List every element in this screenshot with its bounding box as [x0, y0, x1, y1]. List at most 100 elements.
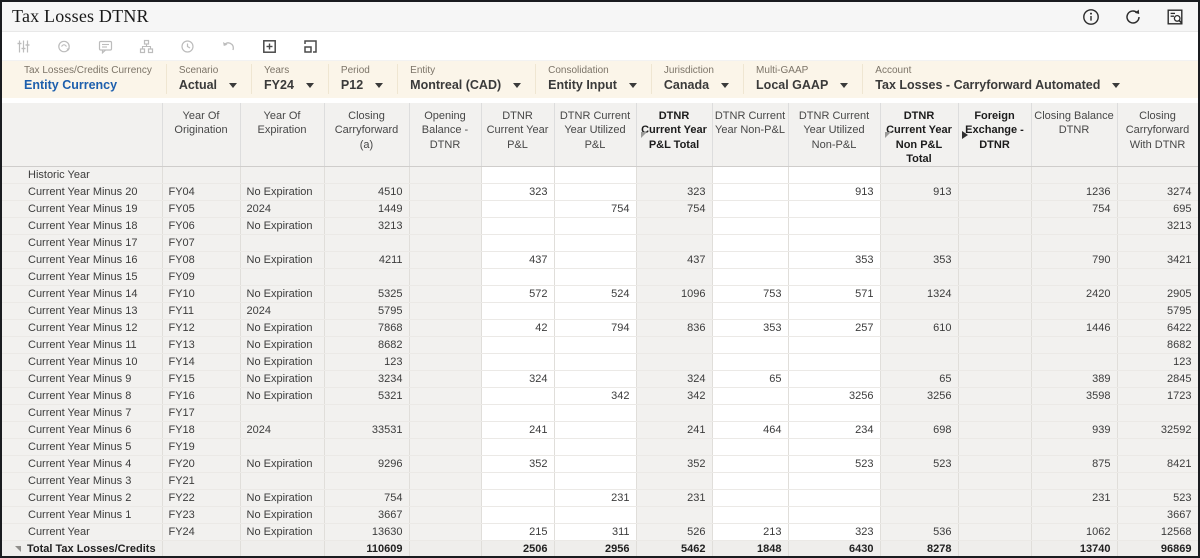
- row-header[interactable]: Current Year Minus 5: [2, 438, 163, 457]
- cell-dtnr_current_year_non_pl[interactable]: [712, 251, 789, 270]
- cell-dtnr_current_year_utilized_non_pl[interactable]: 234: [788, 421, 881, 440]
- cell-dtnr_current_year_utilized_non_pl[interactable]: [788, 166, 881, 185]
- cell-dtnr_current_year_utilized_pl[interactable]: 794: [554, 319, 637, 338]
- cell-dtnr_current_year_utilized_pl[interactable]: 524: [554, 285, 637, 304]
- pov-currency[interactable]: Tax Losses/Credits Currency Entity Curren…: [12, 64, 166, 94]
- row-header[interactable]: Current Year Minus 10: [2, 353, 163, 372]
- cell-dtnr_current_year_utilized_pl[interactable]: [554, 268, 637, 287]
- cell-dtnr_current_year_utilized_non_pl[interactable]: 523: [788, 455, 881, 474]
- cell-dtnr_current_year_utilized_pl[interactable]: [554, 336, 637, 355]
- col-header-foreign_exchange_dtnr[interactable]: Foreign Exchange - DTNR: [958, 103, 1032, 168]
- cell-dtnr_current_year_utilized_pl[interactable]: [554, 455, 637, 474]
- cell-dtnr_current_year_non_pl[interactable]: [712, 217, 789, 236]
- row-header[interactable]: Current Year: [2, 523, 163, 542]
- cell-dtnr_current_year_utilized_pl[interactable]: [554, 438, 637, 457]
- pov-multi_gaap[interactable]: Multi-GAAP Local GAAP: [743, 64, 862, 94]
- row-header[interactable]: Historic Year: [2, 166, 163, 185]
- row-header[interactable]: Current Year Minus 9: [2, 370, 163, 389]
- row-header[interactable]: Current Year Minus 8: [2, 387, 163, 406]
- pov-jurisdiction[interactable]: Jurisdiction Canada: [650, 64, 743, 94]
- cell-dtnr_current_year_utilized_non_pl[interactable]: 571: [788, 285, 881, 304]
- cell-dtnr_current_year_utilized_pl[interactable]: 231: [554, 489, 637, 508]
- cell-dtnr_current_year_utilized_pl[interactable]: [554, 217, 637, 236]
- cell-dtnr_current_year_utilized_non_pl[interactable]: [788, 370, 881, 389]
- cell-dtnr_current_year_non_pl[interactable]: 65: [712, 370, 789, 389]
- cell-dtnr_current_year_pl[interactable]: [481, 438, 555, 457]
- cell-dtnr_current_year_non_pl[interactable]: [712, 166, 789, 185]
- row-header[interactable]: Current Year Minus 11: [2, 336, 163, 355]
- expand-icon[interactable]: [961, 130, 968, 139]
- cell-dtnr_current_year_pl[interactable]: [481, 506, 555, 525]
- cell-dtnr_current_year_utilized_pl[interactable]: 342: [554, 387, 637, 406]
- cell-dtnr_current_year_non_pl[interactable]: [712, 438, 789, 457]
- cell-dtnr_current_year_utilized_pl[interactable]: [554, 183, 637, 202]
- cell-dtnr_current_year_pl[interactable]: 215: [481, 523, 555, 542]
- cell-dtnr_current_year_non_pl[interactable]: [712, 506, 789, 525]
- cell-dtnr_current_year_pl[interactable]: [481, 234, 555, 253]
- cell-dtnr_current_year_non_pl[interactable]: [712, 200, 789, 219]
- cell-dtnr_current_year_utilized_non_pl[interactable]: 353: [788, 251, 881, 270]
- cell-dtnr_current_year_non_pl[interactable]: 353: [712, 319, 789, 338]
- cell-dtnr_current_year_utilized_pl[interactable]: [554, 404, 637, 423]
- info-icon[interactable]: [1082, 8, 1100, 26]
- cell-dtnr_current_year_pl[interactable]: [481, 268, 555, 287]
- cell-dtnr_current_year_non_pl[interactable]: [712, 234, 789, 253]
- row-header[interactable]: Current Year Minus 17: [2, 234, 163, 253]
- cell-dtnr_current_year_utilized_non_pl[interactable]: 3256: [788, 387, 881, 406]
- cell-dtnr_current_year_utilized_non_pl[interactable]: [788, 302, 881, 321]
- cell-dtnr_current_year_pl[interactable]: [481, 387, 555, 406]
- row-header[interactable]: Current Year Minus 7: [2, 404, 163, 423]
- row-header[interactable]: Current Year Minus 15: [2, 268, 163, 287]
- col-header-dtnr_current_year_pl_total[interactable]: DTNR Current Year P&L Total: [636, 103, 713, 168]
- cell-dtnr_current_year_utilized_non_pl[interactable]: [788, 200, 881, 219]
- cell-dtnr_current_year_non_pl[interactable]: [712, 472, 789, 491]
- cell-dtnr_current_year_pl[interactable]: 572: [481, 285, 555, 304]
- expand-grid-icon[interactable]: [262, 39, 277, 54]
- row-header[interactable]: Current Year Minus 2: [2, 489, 163, 508]
- cell-dtnr_current_year_utilized_non_pl[interactable]: [788, 404, 881, 423]
- cell-dtnr_current_year_utilized_pl[interactable]: [554, 421, 637, 440]
- cell-dtnr_current_year_utilized_pl[interactable]: 311: [554, 523, 637, 542]
- row-header[interactable]: Current Year Minus 16: [2, 251, 163, 270]
- cell-dtnr_current_year_utilized_pl[interactable]: [554, 370, 637, 389]
- data-inspect-icon[interactable]: [1166, 8, 1184, 26]
- collapse-icon[interactable]: [640, 131, 647, 138]
- cell-dtnr_current_year_non_pl[interactable]: [712, 455, 789, 474]
- col-header-dtnr_current_year_non_pl_total[interactable]: DTNR Current Year Non P&L Total: [880, 103, 959, 168]
- collapse-icon[interactable]: [884, 131, 891, 138]
- cell-dtnr_current_year_pl[interactable]: [481, 404, 555, 423]
- cell-dtnr_current_year_utilized_pl[interactable]: [554, 302, 637, 321]
- cell-dtnr_current_year_non_pl[interactable]: [712, 268, 789, 287]
- cell-dtnr_current_year_non_pl[interactable]: 464: [712, 421, 789, 440]
- cell-dtnr_current_year_pl[interactable]: 437: [481, 251, 555, 270]
- cell-dtnr_current_year_non_pl[interactable]: 213: [712, 523, 789, 542]
- refresh-icon[interactable]: [1124, 8, 1142, 26]
- cell-dtnr_current_year_pl[interactable]: 352: [481, 455, 555, 474]
- cell-dtnr_current_year_utilized_pl[interactable]: [554, 251, 637, 270]
- row-header[interactable]: Current Year Minus 18: [2, 217, 163, 236]
- cell-dtnr_current_year_non_pl[interactable]: [712, 404, 789, 423]
- cell-dtnr_current_year_pl[interactable]: 42: [481, 319, 555, 338]
- cell-dtnr_current_year_utilized_non_pl[interactable]: [788, 489, 881, 508]
- collapse-icon[interactable]: [15, 546, 21, 553]
- cell-dtnr_current_year_utilized_non_pl[interactable]: [788, 353, 881, 372]
- cell-dtnr_current_year_pl[interactable]: [481, 353, 555, 372]
- cell-dtnr_current_year_utilized_non_pl[interactable]: 323: [788, 523, 881, 542]
- cell-dtnr_current_year_utilized_non_pl[interactable]: [788, 336, 881, 355]
- cell-dtnr_current_year_pl[interactable]: [481, 489, 555, 508]
- cell-dtnr_current_year_utilized_non_pl[interactable]: 913: [788, 183, 881, 202]
- cell-dtnr_current_year_utilized_pl[interactable]: [554, 506, 637, 525]
- cell-dtnr_current_year_non_pl[interactable]: [712, 183, 789, 202]
- row-header[interactable]: Current Year Minus 6: [2, 421, 163, 440]
- cell-dtnr_current_year_utilized_pl[interactable]: [554, 166, 637, 185]
- pov-scenario[interactable]: Scenario Actual: [165, 64, 251, 94]
- cell-dtnr_current_year_pl[interactable]: 323: [481, 183, 555, 202]
- row-header[interactable]: Current Year Minus 13: [2, 302, 163, 321]
- cell-dtnr_current_year_pl[interactable]: [481, 166, 555, 185]
- cell-dtnr_current_year_utilized_pl[interactable]: [554, 353, 637, 372]
- cell-dtnr_current_year_pl[interactable]: 324: [481, 370, 555, 389]
- cell-dtnr_current_year_pl[interactable]: [481, 302, 555, 321]
- cell-dtnr_current_year_utilized_pl[interactable]: 754: [554, 200, 637, 219]
- row-header[interactable]: Current Year Minus 4: [2, 455, 163, 474]
- cell-dtnr_current_year_utilized_pl[interactable]: [554, 472, 637, 491]
